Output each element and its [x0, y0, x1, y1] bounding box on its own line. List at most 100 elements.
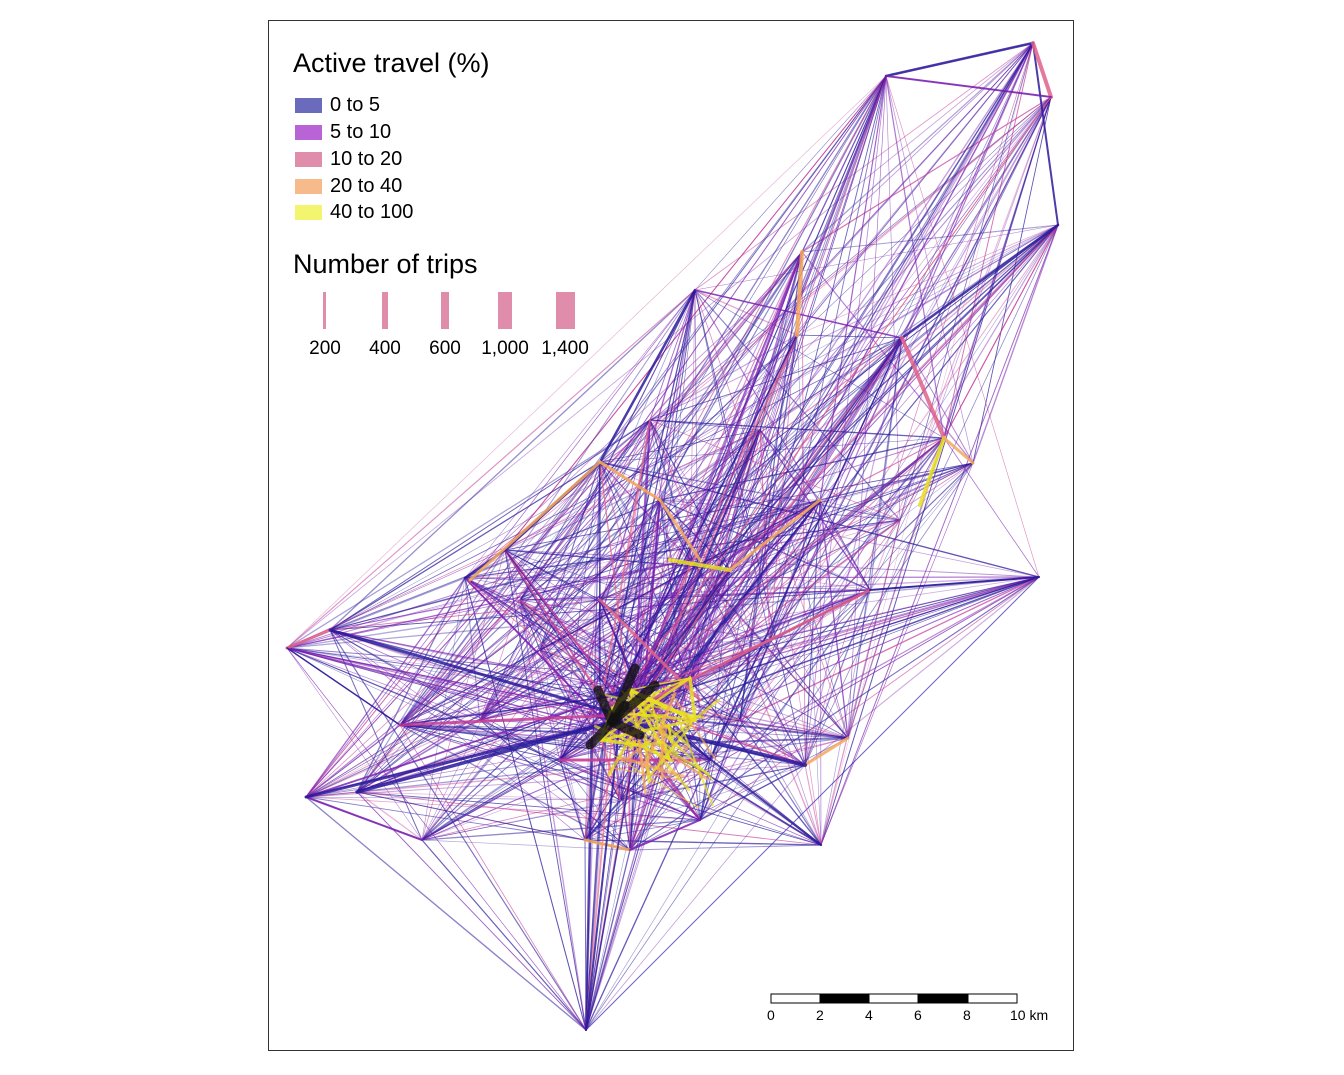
flow-line: [584, 599, 601, 841]
flow-line: [586, 337, 903, 748]
flow-line: [286, 289, 696, 649]
flow-line: [796, 42, 1034, 336]
flow-line: [464, 224, 1059, 579]
flow-line: [619, 737, 849, 801]
flow-line: [598, 288, 697, 464]
flow-line: [539, 649, 597, 691]
flow-line: [618, 755, 685, 778]
flow-line: [328, 628, 622, 717]
flow-line: [649, 419, 761, 431]
scale-tick-3: 6: [914, 1007, 922, 1023]
flow-line: [539, 576, 1040, 651]
flow-line: [689, 679, 822, 846]
flow-line: [668, 558, 732, 572]
flow-line: [618, 588, 872, 717]
flow-line: [600, 419, 651, 703]
flow-line: [479, 599, 601, 721]
flow-line: [285, 628, 332, 650]
flow-line: [286, 647, 401, 726]
color-legend-label-1: 5 to 10: [330, 120, 392, 143]
flow-line: [739, 519, 901, 721]
flow-line: [504, 549, 731, 571]
flow-line: [539, 224, 1059, 651]
flow-line: [885, 75, 1052, 98]
flow-line: [356, 791, 423, 841]
flow-line: [286, 42, 1034, 649]
scale-segment-2: [868, 993, 919, 1004]
flow-line: [584, 576, 1040, 841]
flow-line: [943, 437, 1040, 578]
width-key-4: [556, 292, 575, 329]
flow-line: [681, 744, 689, 750]
flow-line: [699, 589, 871, 821]
flow-line: [769, 499, 821, 641]
flow-line: [464, 577, 652, 705]
flow-line: [421, 576, 1040, 841]
width-key-3: [498, 292, 512, 329]
flow-line: [633, 696, 689, 746]
flow-line: [618, 337, 903, 724]
flow-line: [399, 724, 701, 821]
flow-line: [607, 717, 645, 740]
flow-line: [305, 796, 621, 801]
flow-line: [464, 577, 587, 1031]
flow-line: [504, 549, 601, 601]
flow-line: [584, 759, 711, 841]
color-swatch-3: [295, 178, 322, 194]
flow-line: [356, 419, 651, 793]
flow-line: [286, 647, 615, 718]
flow-line: [644, 691, 677, 765]
flow-line: [464, 289, 696, 579]
flow-line: [519, 599, 822, 846]
flow-line: [399, 724, 588, 735]
flow-line: [539, 499, 821, 651]
flow-line: [599, 75, 887, 463]
flow-line: [305, 419, 651, 798]
flow-line: [618, 42, 1034, 750]
flow-line: [519, 559, 691, 601]
flow-line: [639, 437, 945, 691]
flow-line: [559, 429, 761, 761]
flow-line: [519, 251, 803, 601]
flow-line: [399, 419, 651, 726]
color-legend-title: Active travel (%): [293, 48, 490, 78]
flow-line: [519, 599, 630, 684]
flow-line: [355, 718, 622, 794]
flow-line: [869, 96, 1052, 591]
flow-line: [668, 698, 720, 741]
flow-line: [608, 223, 1060, 695]
flow-line: [869, 437, 945, 591]
flow-lines: [285, 41, 1060, 1032]
flow-line: [585, 695, 607, 1031]
flow-line: [479, 719, 701, 821]
flow-line: [559, 688, 623, 761]
flow-line: [356, 791, 587, 1031]
flow-line: [769, 96, 1052, 641]
width-legend-title: Number of trips: [293, 249, 478, 279]
flow-line: [305, 764, 806, 798]
flow-line: [286, 647, 619, 694]
flow-line: [699, 576, 1040, 821]
flow-line: [729, 569, 871, 591]
flow-line: [399, 75, 887, 726]
flow-line: [885, 75, 901, 521]
flow-line: [634, 714, 647, 795]
flow-line: [286, 599, 521, 649]
flow-line: [689, 679, 741, 721]
flow-line: [899, 224, 1059, 521]
flow-line: [598, 676, 692, 742]
width-key-1: [382, 292, 388, 329]
flow-line: [356, 499, 821, 793]
flow-line: [1032, 42, 1059, 226]
flow-line: [399, 289, 696, 726]
flow-line: [305, 759, 561, 798]
color-legend-item-3: 20 to 40: [295, 174, 402, 198]
scale-segment-4: [967, 993, 1018, 1004]
flow-line: [1031, 41, 1053, 99]
flow-line: [640, 499, 821, 740]
flow-line: [617, 96, 1052, 705]
flow-line: [819, 499, 822, 846]
flow-line: [519, 599, 627, 720]
flow-line: [464, 577, 622, 740]
flow-line: [942, 436, 975, 465]
